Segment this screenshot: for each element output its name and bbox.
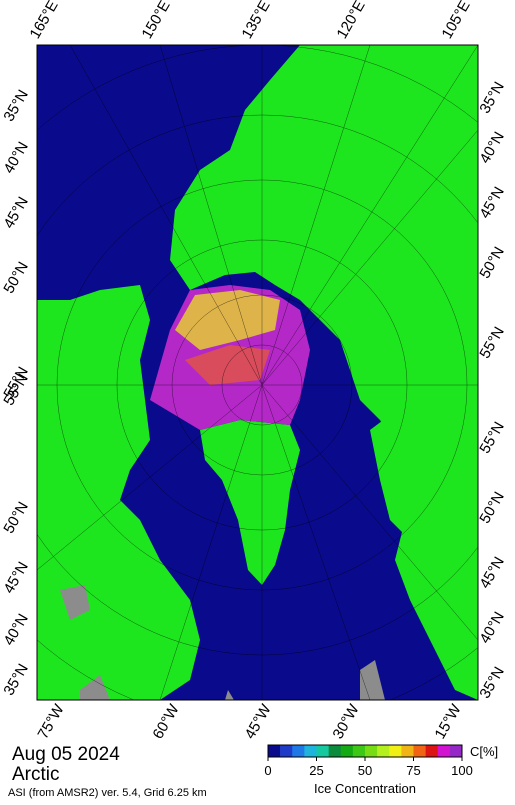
lat-label-right: 50°N [476, 244, 507, 282]
lat-label-right: 55°N [476, 419, 507, 457]
colorbar-tick-label: 0 [264, 763, 271, 778]
colorbar-swatch [425, 745, 439, 757]
lon-label-top: 105°E [438, 0, 473, 42]
lat-label-left: 50°N [0, 259, 31, 297]
lat-label-right: 45°N [476, 184, 507, 222]
colorbar-swatch [316, 745, 329, 757]
colorbar-tick-label: 50 [358, 763, 372, 778]
colorbar-swatch [304, 745, 317, 757]
colorbar-tick-label: 100 [451, 763, 473, 778]
colorbar-tick-label: 75 [406, 763, 420, 778]
lat-label-right: 40°N [476, 129, 507, 167]
colorbar-swatch [352, 745, 366, 757]
colorbar-unit: C[%] [470, 744, 498, 759]
lat-label-left: 35°N [0, 661, 31, 699]
map-frame [36, 44, 479, 701]
colorbar-swatch [365, 745, 378, 757]
lon-label-bottom: 60°W [150, 701, 184, 742]
colorbar-swatch [328, 745, 342, 757]
lat-label-left: 45°N [0, 194, 31, 232]
colorbar-swatch [377, 745, 390, 757]
lon-label-bottom: 15°W [432, 701, 466, 742]
lat-label-right: 55°N [476, 324, 507, 362]
lat-label-right: 40°N [476, 609, 507, 647]
lat-label-left: 45°N [0, 559, 31, 597]
lon-label-bottom: 75°W [35, 701, 69, 742]
colorbar-label: Ice Concentration [314, 781, 416, 796]
lat-label-right: 35°N [476, 664, 507, 702]
lat-label-right: 50°N [476, 489, 507, 527]
colorbar-swatch [413, 745, 426, 757]
colorbar-swatch [401, 745, 414, 757]
colorbar-swatch [449, 745, 463, 757]
lat-label-left: 35°N [0, 87, 31, 125]
land-greenland [200, 420, 300, 585]
colorbar-swatch [292, 745, 305, 757]
lat-label-right: 35°N [476, 79, 507, 117]
lon-label-top: 150°E [138, 0, 173, 42]
colorbar-swatch [389, 745, 402, 757]
colorbar-swatch [340, 745, 354, 757]
lon-label-bottom: 30°W [330, 701, 364, 742]
colorbar-swatch [268, 745, 281, 757]
lat-label-left: 40°N [0, 611, 31, 649]
lon-label-bottom: 45°W [242, 701, 276, 742]
land-scandinavia [370, 400, 455, 540]
lat-label-left: 50°N [0, 499, 31, 537]
colorbar-swatch [437, 745, 451, 757]
colorbar-swatch [280, 745, 293, 757]
source: ASI (from AMSR2) ver. 5.4, Grid 6.25 km [8, 787, 207, 799]
land-eurasia [170, 45, 478, 700]
lon-label-top: 120°E [333, 0, 368, 42]
lat-label-left: 40°N [0, 139, 31, 177]
colorbar-tick-label: 25 [309, 763, 323, 778]
lon-label-top: 165°E [26, 0, 61, 42]
region: Arctic [12, 764, 60, 785]
lat-label-right: 45°N [476, 554, 507, 592]
sea-ice-edge [175, 290, 280, 350]
land-gray [60, 585, 385, 700]
date: Aug 05 2024 [12, 744, 120, 765]
lon-label-top: 135°E [238, 0, 273, 42]
